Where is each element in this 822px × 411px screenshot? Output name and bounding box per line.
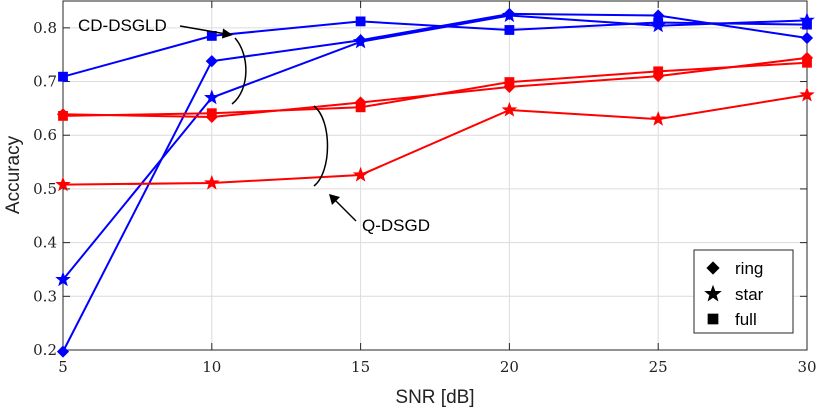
data-point-q-dsgd-star xyxy=(55,176,71,192)
legend-marker-star xyxy=(704,284,722,302)
annotation-q-dsgd-brace xyxy=(313,105,329,187)
series-line-q-dsgd-ring xyxy=(62,56,808,118)
y-tick-label: 0.6 xyxy=(33,126,57,144)
data-point-cd-dsgld-star xyxy=(55,271,71,287)
data-point-q-dsgd-full xyxy=(802,57,812,68)
series-line-cd-dsgld-ring xyxy=(62,12,808,353)
data-point-q-dsgd-full xyxy=(206,108,217,119)
x-tick-label: 30 xyxy=(797,358,816,376)
plot-area-border xyxy=(62,0,808,351)
x-tick-label: 20 xyxy=(500,358,519,376)
axis-ticks: 5 10 15 20 25 30 0.2 0.3 0.4 0.5 0.6 0.7 0.8 xyxy=(33,1,817,376)
annotation-q-dsgd: Q-DSGD xyxy=(313,105,430,235)
y-tick-label: 0.2 xyxy=(33,341,57,359)
legend-label-full: full xyxy=(735,310,757,329)
data-point-q-dsgd-star xyxy=(650,110,666,126)
data-point-cd-dsgld-full xyxy=(355,16,366,27)
legend-marker-full xyxy=(707,313,719,325)
annotation-q-dsgd-label: Q-DSGD xyxy=(362,216,430,235)
annotation-q-dsgd-arrowhead xyxy=(329,194,340,205)
data-point-q-dsgd-full xyxy=(653,66,664,77)
annotation-cd-dsgld-brace xyxy=(231,37,247,105)
legend-label-ring: ring xyxy=(735,259,763,278)
y-tick-label: 0.8 xyxy=(33,19,57,37)
data-point-q-dsgd-full xyxy=(355,102,366,113)
series-cd-dsgld-full xyxy=(58,16,812,82)
y-axis-label: Accuracy xyxy=(3,135,24,214)
data-point-cd-dsgld-full xyxy=(58,71,68,82)
data-point-cd-dsgld-star xyxy=(204,89,220,105)
annotation-cd-dsgld: CD-DSGLD xyxy=(78,16,247,105)
series-q-dsgd-star xyxy=(55,86,815,192)
series-line-cd-dsgld-full xyxy=(62,20,808,78)
data-point-q-dsgd-star xyxy=(204,174,220,190)
series-line-q-dsgd-star xyxy=(62,93,808,186)
x-tick-label: 15 xyxy=(351,358,370,376)
data-point-cd-dsgld-full xyxy=(653,17,664,28)
annotation-cd-dsgld-arrowhead xyxy=(222,28,233,39)
data-point-q-dsgd-full xyxy=(58,111,68,121)
data-point-cd-dsgld-ring xyxy=(56,345,70,358)
series-line-cd-dsgld-star xyxy=(62,14,808,281)
y-tick-label: 0.5 xyxy=(33,180,57,198)
data-point-cd-dsgld-star xyxy=(352,33,369,49)
data-point-cd-dsgld-full xyxy=(504,25,515,35)
data-point-q-dsgd-star xyxy=(501,101,518,117)
data-point-q-dsgd-star xyxy=(352,166,369,182)
x-axis-label: SNR [dB] xyxy=(395,387,474,408)
y-tick-label: 0.4 xyxy=(33,234,57,252)
series-line-q-dsgd-full xyxy=(62,61,808,117)
annotation-q-dsgd-arrow xyxy=(334,199,357,222)
data-point-q-dsgd-star xyxy=(799,86,815,102)
series-q-dsgd-full xyxy=(58,57,812,121)
annotation-cd-dsgld-label: CD-DSGLD xyxy=(78,16,167,35)
legend-markers xyxy=(704,261,722,325)
annotation-cd-dsgld-arrow xyxy=(179,25,227,35)
data-point-cd-dsgld-star xyxy=(501,7,518,23)
series-cd-dsgld-star xyxy=(55,7,815,287)
x-tick-label: 5 xyxy=(58,358,68,376)
y-tick-label: 0.3 xyxy=(33,287,57,305)
x-tick-label: 10 xyxy=(202,358,221,376)
legend-marker-ring xyxy=(706,261,720,275)
data-point-q-dsgd-full xyxy=(504,77,515,87)
legend-label-star: star xyxy=(735,285,764,304)
data-point-cd-dsgld-ring xyxy=(205,55,218,68)
series-layer xyxy=(55,7,815,358)
data-point-cd-dsgld-full xyxy=(802,19,812,30)
legend: ring star full xyxy=(693,249,794,334)
data-point-cd-dsgld-ring xyxy=(800,31,814,45)
x-tick-label: 25 xyxy=(649,358,668,376)
y-tick-label: 0.7 xyxy=(33,73,57,91)
